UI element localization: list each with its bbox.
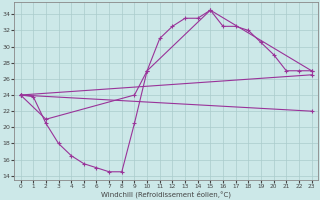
X-axis label: Windchill (Refroidissement éolien,°C): Windchill (Refroidissement éolien,°C)	[101, 190, 231, 198]
